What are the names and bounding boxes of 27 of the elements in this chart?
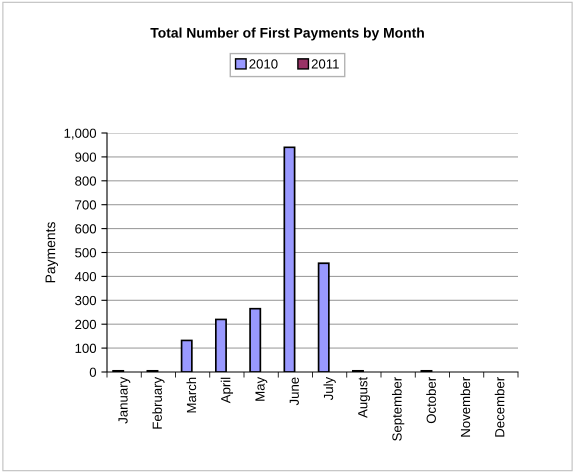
x-tick-label: July <box>323 376 336 400</box>
y-tick-label: 1,000 <box>64 128 96 140</box>
legend-label: 2010 <box>249 59 278 69</box>
y-axis-title: Payments <box>46 222 58 282</box>
y-tick-label: 500 <box>75 248 96 258</box>
x-tick-label: August <box>358 376 370 418</box>
x-tick-label: February <box>152 376 165 429</box>
chart-title: Total Number of First Payments by Month <box>150 28 424 40</box>
y-tick-label: 700 <box>75 200 96 210</box>
x-tick-label: June <box>290 377 299 406</box>
x-tick-label: January <box>118 376 130 424</box>
x-tick-label: December <box>494 377 504 437</box>
y-tick-label: 200 <box>75 320 96 330</box>
y-tick-label: 0 <box>90 368 96 377</box>
y-tick-label: 800 <box>75 176 96 186</box>
x-tick-label: October <box>426 377 436 424</box>
y-tick-label: 600 <box>75 224 96 234</box>
y-tick-label: 400 <box>74 272 96 282</box>
y-tick-label: 100 <box>76 344 96 354</box>
x-tick-label: November <box>460 377 470 437</box>
x-tick-label: May <box>255 376 268 401</box>
y-tick-label: 900 <box>75 152 96 162</box>
x-tick-label: March <box>186 378 196 412</box>
y-tick-label: 300 <box>75 296 96 306</box>
x-tick-label: April <box>220 378 234 404</box>
legend-label: 2011 <box>312 59 339 69</box>
x-tick-label: September <box>392 377 404 441</box>
